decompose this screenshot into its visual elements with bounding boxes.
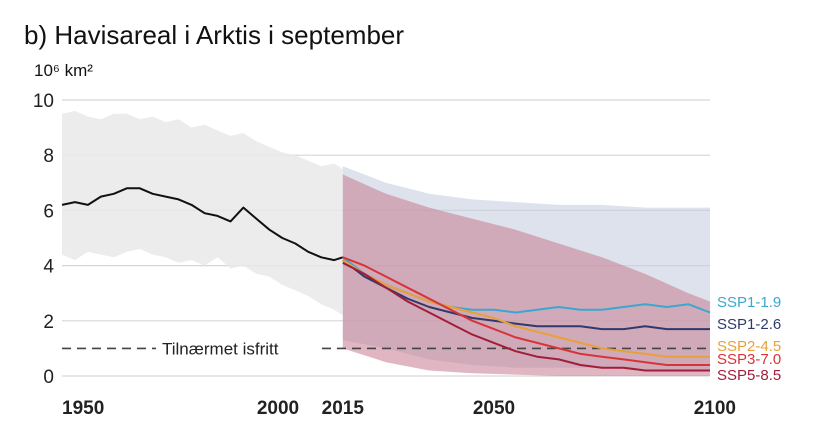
x-tick-label: 2050 [473,398,515,419]
x-tick-label: 2015 [322,398,365,419]
x-tick-label: 2100 [694,398,736,419]
legend-label: SSP1-2.6 [717,316,781,333]
y-axis-unit: 10⁶ km² [34,61,93,80]
x-axis-ticks: 1950 2000 2015 2050 2100 [62,398,736,419]
series-line [342,256,710,366]
y-tick-label: 2 [43,312,54,333]
y-tick-label: 6 [43,201,54,222]
series-line [342,259,710,358]
chart-title: b) Havisareal i Arktis i september [24,20,404,50]
legend-label: SSP3-7.0 [717,351,781,368]
historical-line [61,187,344,262]
x-tick-label: 1950 [62,398,104,419]
historical-range-band [62,111,343,316]
legend-label: SSP1-1.9 [717,294,781,311]
y-tick-label: 4 [43,257,54,278]
series-line [342,259,710,331]
series-line [342,261,710,372]
ice-free-reference: Tilnærmet isfritt [62,339,710,358]
series-lines [61,187,711,372]
y-axis-ticks: 0 2 4 6 8 10 [33,91,55,388]
ice-free-label: Tilnærmet isfritt [162,339,279,358]
x-tick-label: 2000 [257,398,299,419]
y-tick-label: 0 [43,367,54,388]
legend-label: SSP2-4.5 [717,338,781,355]
uncertainty-bands [62,111,710,376]
y-tick-label: 8 [43,146,54,167]
projection-range-band [342,174,710,376]
legend-label: SSP5-8.5 [717,367,781,384]
y-tick-label: 10 [33,91,54,112]
